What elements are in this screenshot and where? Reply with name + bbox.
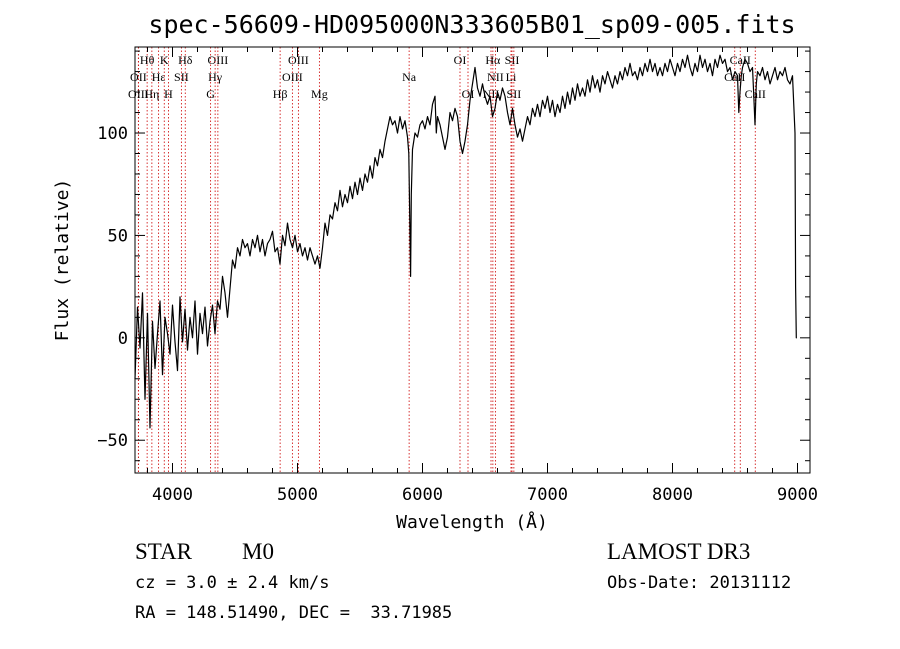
y-tick-label: 100 — [97, 124, 128, 144]
line-marker-label: G — [206, 87, 215, 101]
spectrum-line — [134, 54, 797, 429]
survey-name: LAMOST DR3 — [607, 539, 751, 564]
line-marker-label: SII — [507, 87, 522, 101]
line-marker-label: Hβ — [273, 87, 288, 101]
line-marker-label: Hη — [144, 87, 159, 101]
observation-date: Obs-Date: 20131112 — [607, 573, 792, 593]
x-tick-label: 6000 — [402, 485, 443, 505]
line-marker-label: Hθ — [140, 53, 155, 67]
y-tick-label: 0 — [118, 329, 128, 349]
line-marker-label: OI — [454, 53, 467, 67]
line-marker-label: H — [164, 87, 173, 101]
line-marker-label: K — [160, 53, 169, 67]
spectrum-series — [134, 54, 797, 429]
x-tick-label: 5000 — [277, 485, 318, 505]
x-tick-label: 8000 — [652, 485, 693, 505]
y-axis: −50 0 50 100 — [97, 50, 810, 462]
line-marker-label: OI — [462, 87, 475, 101]
line-marker-label: OIII — [128, 87, 149, 101]
line-marker-label: CaII — [745, 87, 766, 101]
chart-title: spec-56609-HD095000N333605B01_sp09-005.f… — [148, 10, 795, 39]
line-marker-label: NII — [483, 87, 500, 101]
x-tick-label: 4000 — [152, 485, 193, 505]
coordinates: RA = 148.51490, DEC = 33.71985 — [135, 603, 453, 623]
object-subclass: M0 — [242, 539, 274, 564]
x-axis: 4000 5000 6000 7000 8000 9000 — [147, 47, 818, 505]
line-marker-label: Hε — [152, 70, 166, 84]
line-marker-label: SII — [174, 70, 189, 84]
line-marker-label: Mg — [311, 87, 328, 101]
x-axis-label: Wavelength (Å) — [396, 511, 548, 533]
y-axis-label: Flux (relative) — [52, 179, 73, 342]
y-tick-label: 50 — [108, 226, 128, 246]
line-marker-label: CaII — [730, 53, 751, 67]
line-marker-label: Hγ — [208, 70, 223, 84]
y-tick-label: −50 — [97, 431, 128, 451]
line-marker-label: OIII — [208, 53, 229, 67]
line-marker-label: OIII — [282, 70, 303, 84]
x-tick-label: 7000 — [527, 485, 568, 505]
object-class: STAR — [135, 539, 192, 564]
line-marker-label: Li — [506, 70, 517, 84]
line-marker-label: OIII — [288, 53, 309, 67]
line-marker-label: NII — [487, 70, 504, 84]
line-marker-label: CaII — [724, 70, 745, 84]
line-marker-label: Hδ — [178, 53, 193, 67]
line-marker-label: Hα — [485, 53, 501, 67]
line-marker-label: Na — [402, 70, 417, 84]
line-marker-label: OII — [130, 70, 147, 84]
line-marker-label: SII — [505, 53, 520, 67]
x-tick-label: 9000 — [777, 485, 818, 505]
redshift-velocity: cz = 3.0 ± 2.4 km/s — [135, 573, 330, 593]
